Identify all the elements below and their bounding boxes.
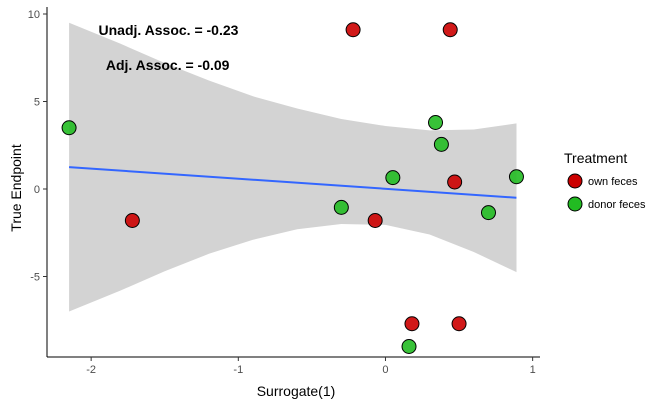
regression-line-layer [69,166,517,199]
data-point-donor-feces [433,136,449,152]
x-tick-label: 0 [382,364,388,376]
x-tick-label: 1 [530,364,536,376]
legend-label-donor-feces: donor feces [588,199,646,211]
data-point-donor-feces [61,120,77,136]
data-point-donor-feces [401,339,417,354]
regression-line [69,166,517,199]
data-point-own-feces [124,213,140,228]
data-point-own-feces [451,316,467,332]
data-point-own-feces [442,22,458,38]
points-layer [61,22,524,354]
x-tick-label: -2 [86,364,96,376]
y-axis-title: True Endpoint [8,144,24,232]
y-tick-label: 10 [28,9,40,21]
axes-layer: -2 -1 0 1 -5 0 5 10 [28,7,540,376]
data-point-own-feces [447,174,463,190]
legend-swatch-donor-feces [567,196,583,212]
x-axis-title: Surrogate(1) [257,383,336,399]
data-point-donor-feces [508,169,524,185]
y-tick-label: 0 [34,184,40,196]
data-point-donor-feces [428,115,444,130]
legend-title: Treatment [564,150,627,166]
annotation-text: Unadj. Assoc. = -0.23 [99,22,239,38]
legend-swatch-own-feces [567,173,583,189]
data-point-own-feces [345,22,361,38]
legend-label-own-feces: own feces [588,176,638,188]
y-tick-label: 5 [34,97,40,109]
data-point-donor-feces [480,205,496,221]
confidence-band [69,22,517,312]
confidence-band-layer [69,22,517,312]
data-point-own-feces [367,213,383,228]
data-point-donor-feces [333,199,349,215]
annotations-layer: Unadj. Assoc. = -0.23 Adj. Assoc. = -0.09 [99,22,239,73]
data-point-own-feces [404,316,420,332]
y-tick-label: -5 [30,272,40,284]
data-point-donor-feces [385,170,401,186]
annotation-text: Adj. Assoc. = -0.09 [106,57,230,73]
x-tick-label: -1 [233,364,243,376]
legend: Treatment own feces donor feces [564,150,646,212]
